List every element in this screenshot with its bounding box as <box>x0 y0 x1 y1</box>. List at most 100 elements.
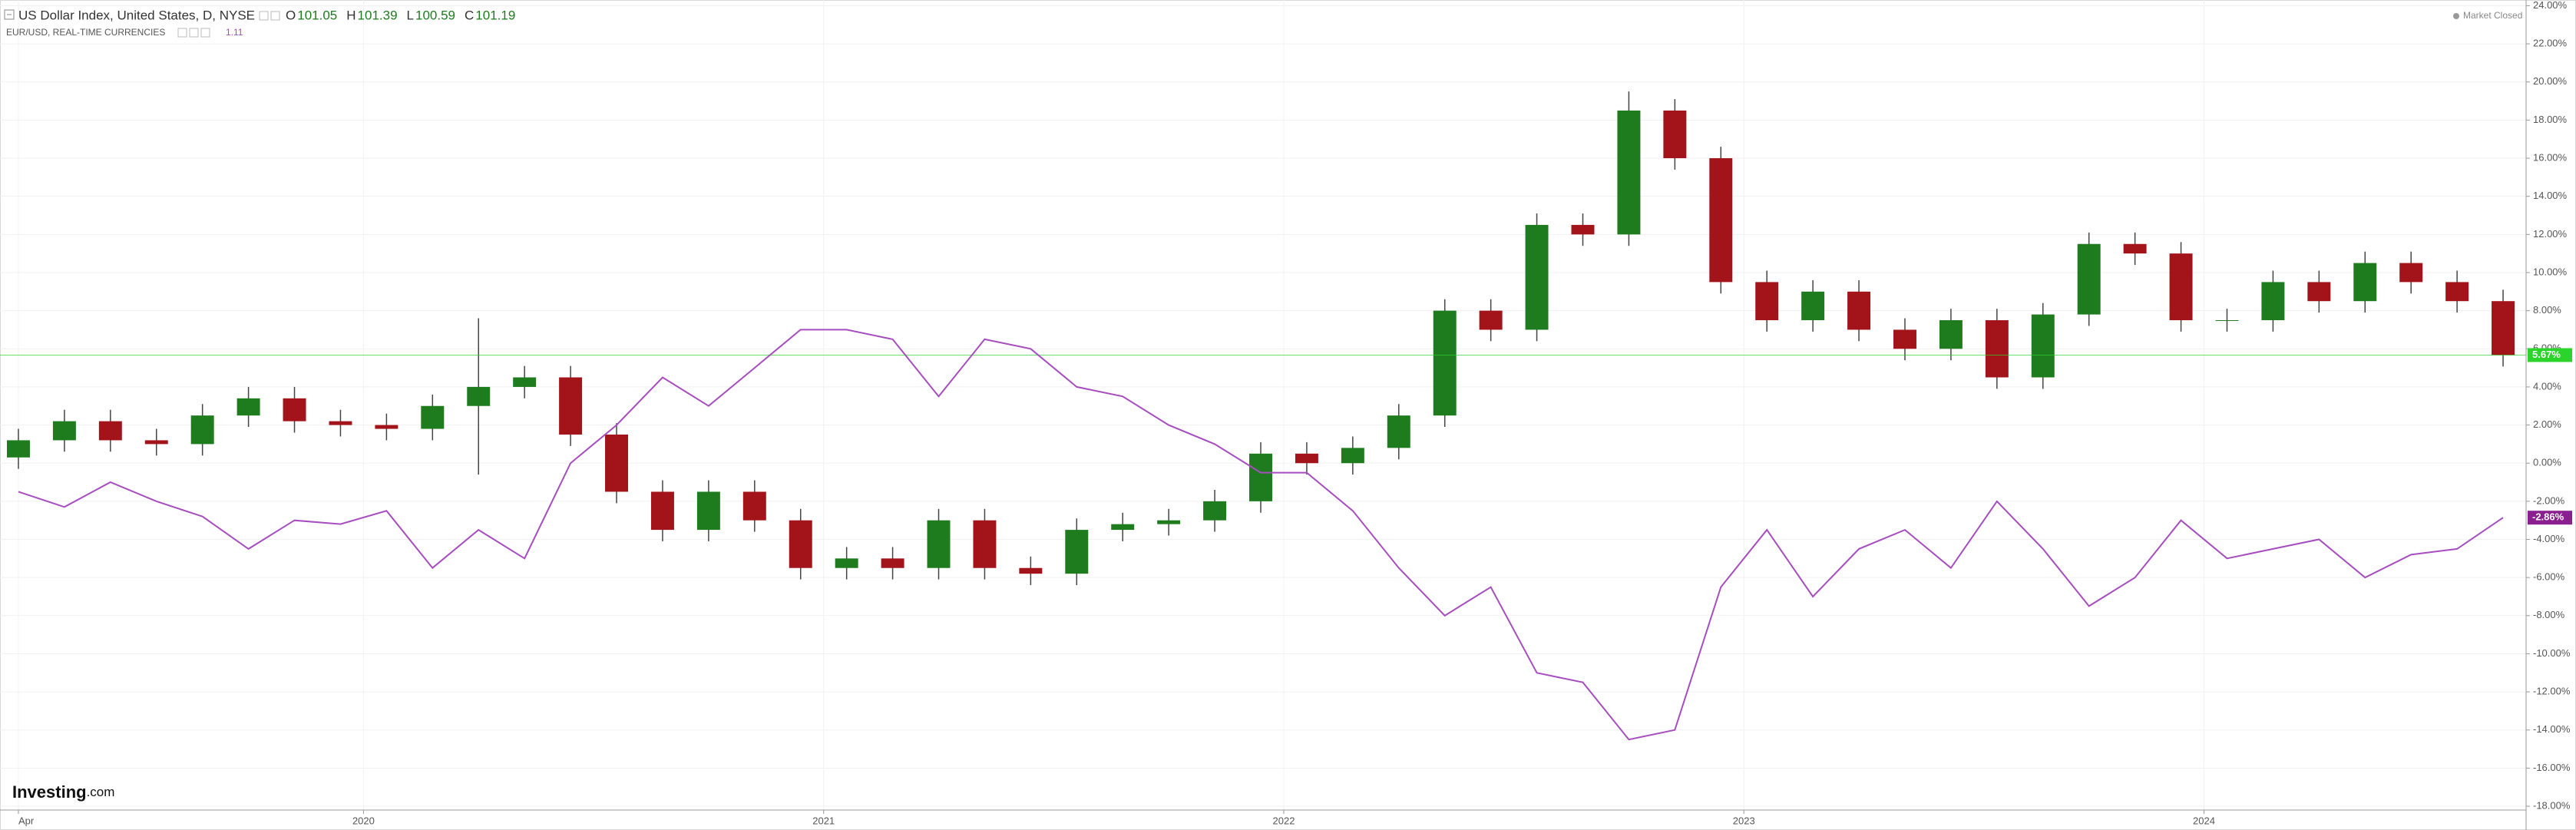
x-tick-label: 2023 <box>1733 815 1755 826</box>
ohlc-value: 101.39 <box>358 8 398 22</box>
last-value-label: 5.67% <box>2532 349 2561 360</box>
candle-body <box>98 421 122 441</box>
candle-body <box>650 491 674 531</box>
market-status: Market Closed <box>2463 10 2522 21</box>
candle-body <box>973 520 997 568</box>
candle-body <box>467 386 491 406</box>
y-tick-label: 8.00% <box>2533 304 2561 316</box>
x-tick-label: 2024 <box>2193 815 2215 826</box>
y-tick-label: -14.00% <box>2533 723 2571 735</box>
y-tick-label: 22.00% <box>2533 38 2568 49</box>
candle-body <box>2123 243 2147 254</box>
candle-body <box>696 491 720 531</box>
candle-body <box>1801 291 1825 321</box>
y-tick-label: 10.00% <box>2533 266 2568 277</box>
logo-name: Investing <box>12 782 87 802</box>
candle-body <box>283 398 306 422</box>
candle-body <box>1571 224 1595 235</box>
candle-body <box>789 520 812 568</box>
y-tick-label: 12.00% <box>2533 228 2568 240</box>
candle-body <box>236 398 260 416</box>
candle-body <box>742 491 766 521</box>
y-tick-label: -8.00% <box>2533 609 2565 620</box>
candle-body <box>1341 448 1364 464</box>
x-tick-label: 2022 <box>1273 815 1295 826</box>
candle-body <box>2261 282 2285 321</box>
ohlc-label: L <box>407 8 414 22</box>
series-title: US Dollar Index, United States, D, NYSE <box>18 8 255 22</box>
ohlc-label: H <box>346 8 355 22</box>
candle-body <box>1203 501 1227 521</box>
y-tick-label: -6.00% <box>2533 571 2565 583</box>
candle-body <box>1387 415 1410 448</box>
x-tick-label: 2021 <box>812 815 835 826</box>
candle-body <box>2492 301 2515 355</box>
visibility-icon[interactable] <box>189 28 199 38</box>
ohlc-label: O <box>286 8 296 22</box>
last-value-badge <box>2528 348 2572 362</box>
menu-icon <box>270 11 280 21</box>
candle-body <box>1433 310 1457 416</box>
status-dot <box>2453 13 2459 19</box>
candle-body <box>2307 282 2331 302</box>
y-tick-label: -12.00% <box>2533 686 2571 697</box>
candle-body <box>1709 158 1733 283</box>
candle-body <box>1157 520 1181 524</box>
candle-body <box>2169 253 2193 321</box>
candle-body <box>1111 524 1135 531</box>
candle-body <box>2215 320 2239 322</box>
logo: Investing.com <box>12 782 114 802</box>
candle-body <box>375 425 398 429</box>
logo-suffix: .com <box>87 785 115 799</box>
candle-body <box>2077 243 2101 315</box>
candle-body <box>1065 530 1089 574</box>
candle-body <box>1525 224 1549 330</box>
ohlc-label: C <box>465 8 474 22</box>
series-line <box>18 329 2504 741</box>
x-tick-label: 2020 <box>352 815 375 826</box>
y-tick-label: -4.00% <box>2533 533 2565 544</box>
candle-body <box>1663 110 1687 159</box>
candle-body <box>1755 282 1779 321</box>
y-tick-label: -10.00% <box>2533 647 2571 659</box>
y-tick-label: 0.00% <box>2533 457 2561 468</box>
y-tick-label: 24.00% <box>2533 0 2568 11</box>
y-tick-label: 14.00% <box>2533 190 2568 201</box>
candle-body <box>144 440 168 445</box>
candle-body <box>881 558 904 568</box>
y-tick-label: 18.00% <box>2533 114 2568 125</box>
y-tick-label: -16.00% <box>2533 762 2571 773</box>
y-tick-label: 16.00% <box>2533 151 2568 163</box>
candle-body <box>2399 263 2423 283</box>
ohlc-value: 101.19 <box>475 8 515 22</box>
ohlc-legend: O 101.05 H 101.39 L 100.59 C 101.19 <box>259 8 515 22</box>
eurusd-quote: 1.11 <box>226 27 243 38</box>
candle-body <box>1939 320 1963 349</box>
candle-body <box>1249 453 1272 501</box>
candle-body <box>329 421 352 425</box>
settings-icon[interactable] <box>177 28 187 38</box>
y-tick-label: -2.00% <box>2533 494 2565 506</box>
y-tick-label: 20.00% <box>2533 75 2568 87</box>
candle-body <box>1019 567 1043 574</box>
collapse-icon[interactable] <box>4 9 15 20</box>
candle-body <box>1847 291 1871 330</box>
y-tick-label: 2.00% <box>2533 418 2561 430</box>
candle-body <box>605 434 629 492</box>
close-icon[interactable] <box>200 28 210 38</box>
last-value-badge <box>2528 511 2572 525</box>
candle-body <box>1893 329 1916 349</box>
series-title: EUR/USD, REAL-TIME CURRENCIES <box>6 27 165 38</box>
candle-body <box>2445 282 2469 302</box>
menu-icon <box>259 11 269 21</box>
candle-body <box>2353 263 2377 302</box>
candle-body <box>1985 320 2009 378</box>
candle-body <box>2031 314 2055 378</box>
candle-body <box>1295 453 1318 464</box>
plot <box>0 91 2526 741</box>
y-tick-label: 4.00% <box>2533 380 2561 392</box>
ohlc-value: 100.59 <box>415 8 455 22</box>
candle-body <box>927 520 951 568</box>
candle-body <box>421 405 445 429</box>
